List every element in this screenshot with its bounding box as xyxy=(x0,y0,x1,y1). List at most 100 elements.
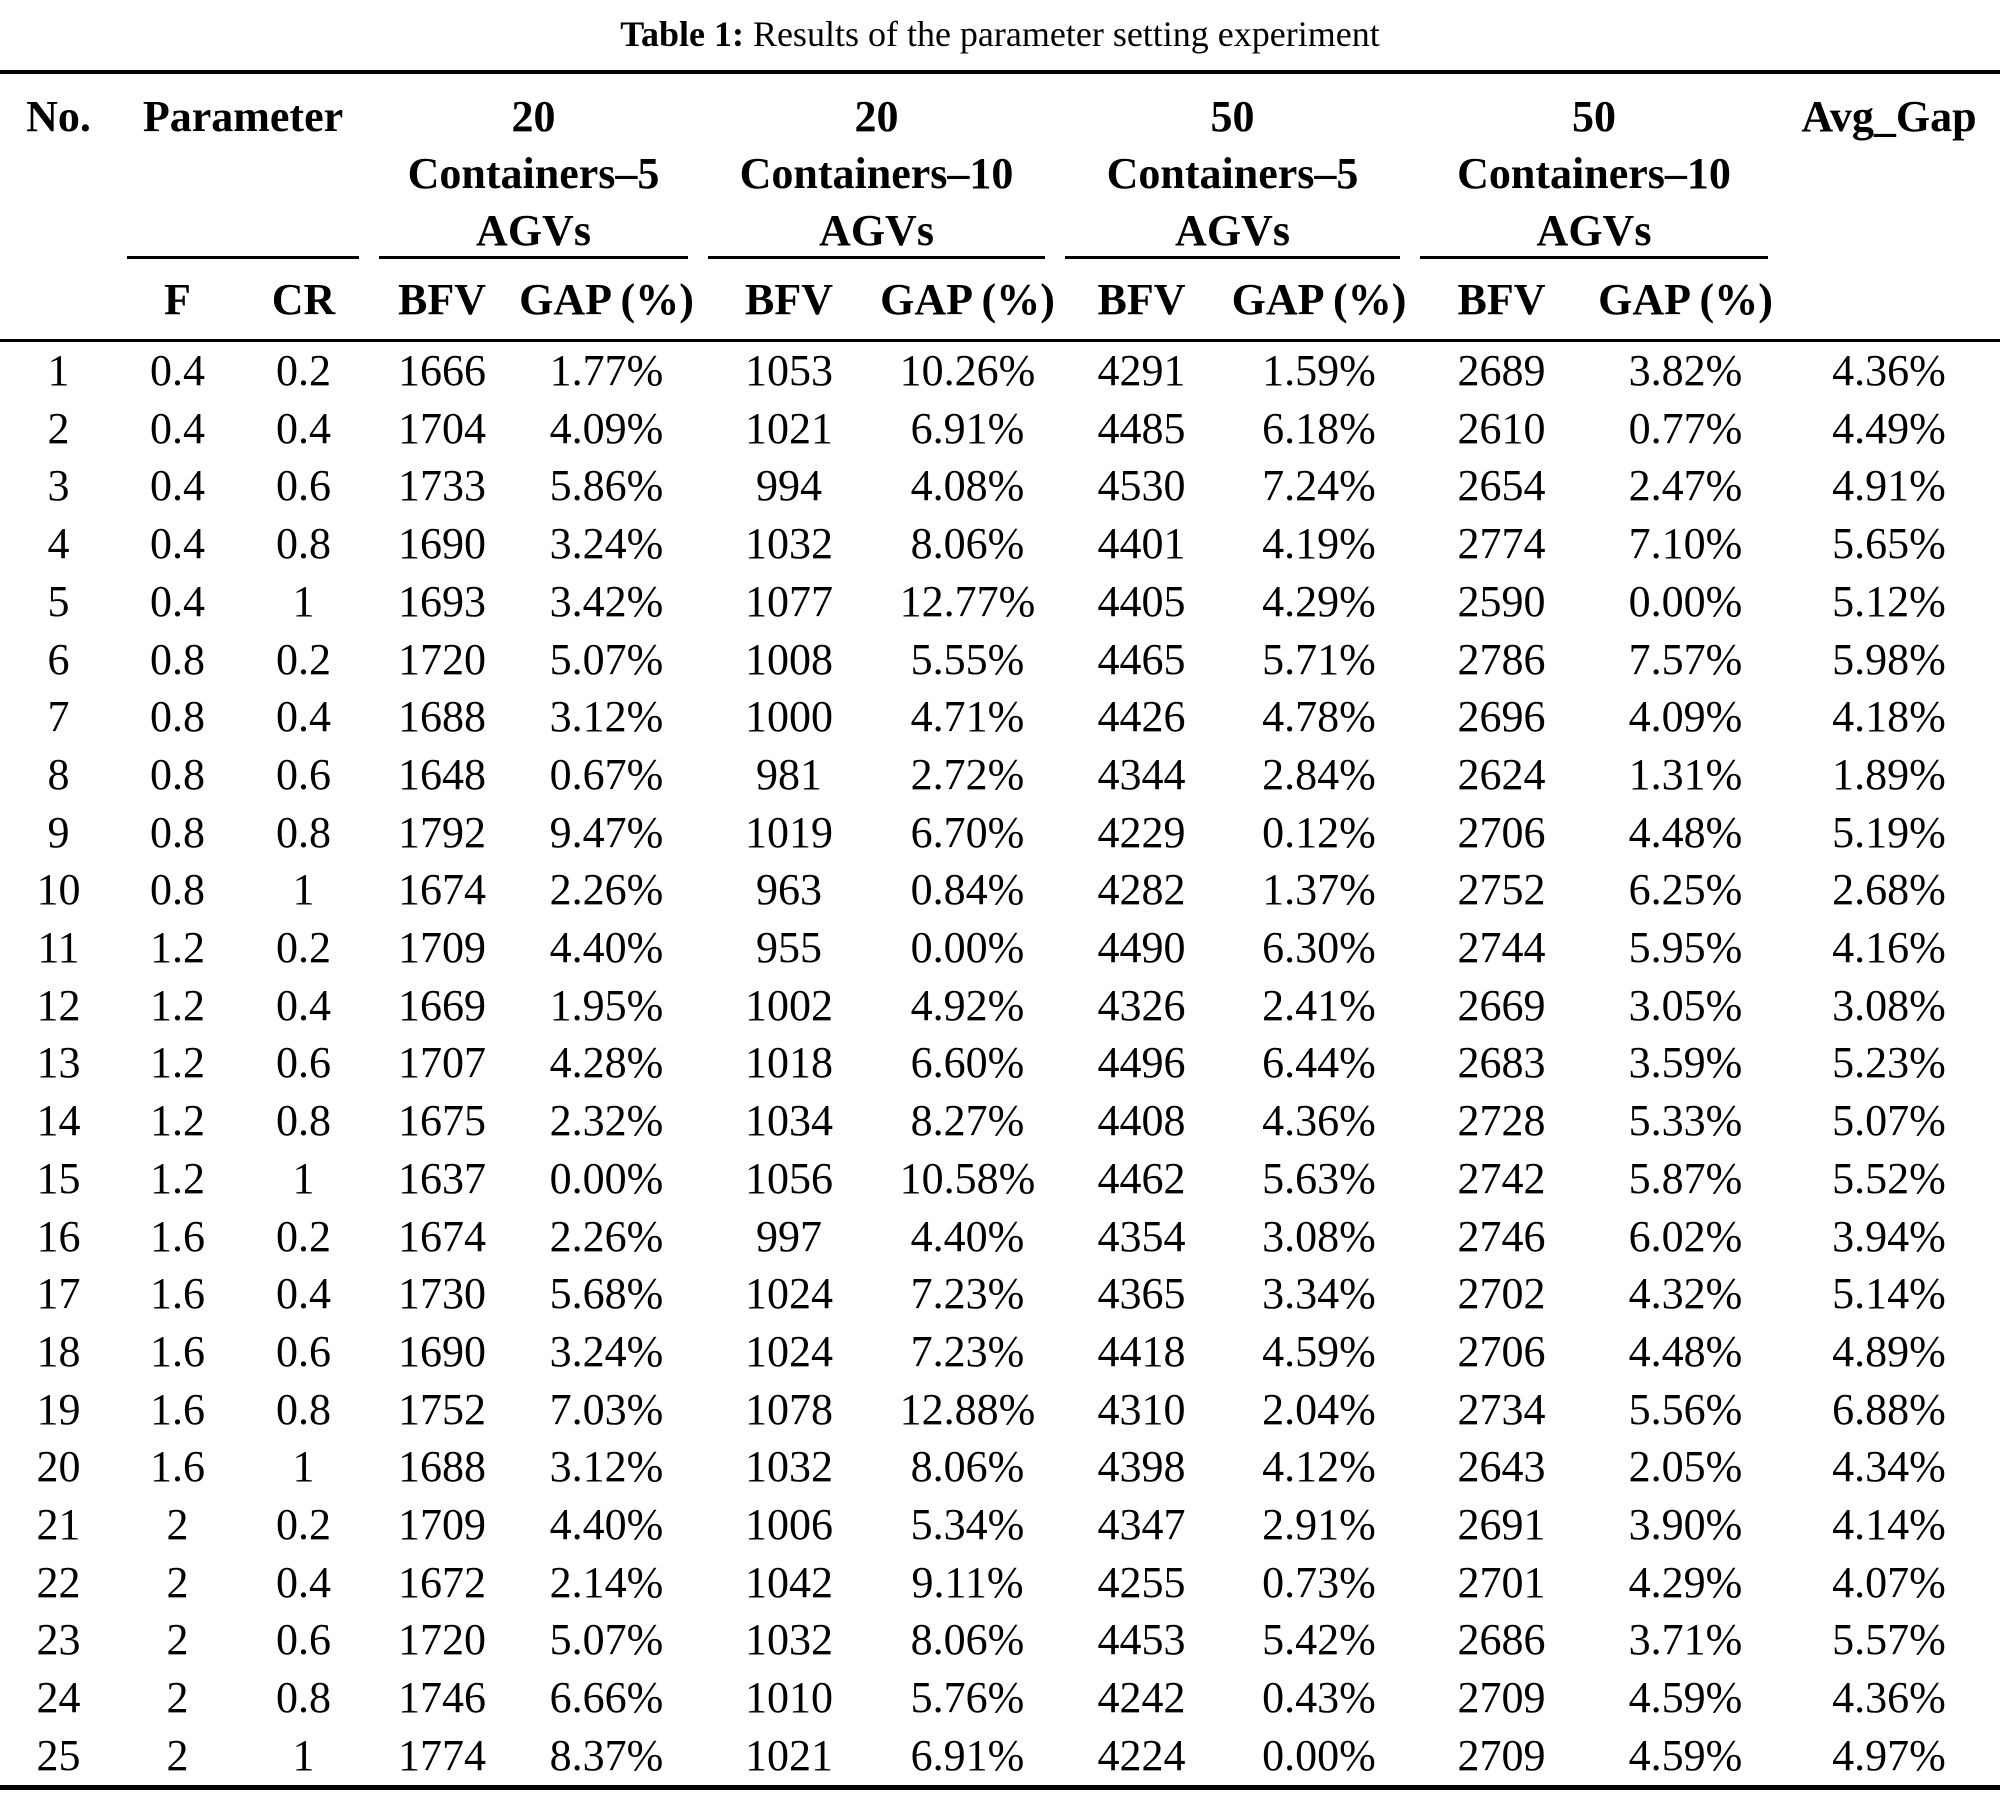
table-cell: 1.89% xyxy=(1832,749,1946,799)
table-cell: 3.34% xyxy=(1262,1269,1376,1319)
table-cell: 18 xyxy=(36,1326,81,1376)
table-cell: 6.70% xyxy=(910,807,1025,857)
table-cell: 6.88% xyxy=(1832,1384,1946,1434)
table-cell: 5.34% xyxy=(910,1500,1025,1550)
table-cell: 1.2 xyxy=(150,980,205,1030)
table-cell: 0.8 xyxy=(276,807,331,857)
table-cell: 2696 xyxy=(1457,692,1546,742)
table-row: 16 1.6 0.2 1674 2.26% 997 4.40% 4354 3.08% 2746 6.… xyxy=(0,1208,2000,1266)
table-cell: 0.6 xyxy=(276,461,331,511)
table-cell: 5.95% xyxy=(1628,923,1743,973)
table-cell: 0.43% xyxy=(1262,1673,1376,1723)
table-cell: 5.76% xyxy=(910,1673,1025,1723)
table-cell: 2.72% xyxy=(910,749,1025,799)
table-cell: 0.4 xyxy=(276,980,331,1030)
table-cell: 3.12% xyxy=(549,692,664,742)
table-cell: 6.91% xyxy=(910,403,1025,453)
table-cell: 2752 xyxy=(1457,865,1546,915)
table-cell: 4453 xyxy=(1097,1615,1186,1665)
table-cell: 5.86% xyxy=(549,461,664,511)
table-cell: 4.78% xyxy=(1262,692,1376,742)
table-cell: 4.40% xyxy=(549,923,664,973)
sub-header-bfv-1: BFV xyxy=(369,259,515,342)
table-cell: 1056 xyxy=(745,1153,833,1203)
table-cell: 1707 xyxy=(398,1038,486,1088)
table-cell: 4242 xyxy=(1097,1673,1186,1723)
table-cell: 1.37% xyxy=(1262,865,1376,915)
table-cell: 4.14% xyxy=(1832,1500,1946,1550)
table-cell: 4.97% xyxy=(1832,1730,1946,1780)
table-row: 2 0.4 0.4 1704 4.09% 1021 6.91% 4485 6.18% 2610 0.… xyxy=(0,400,2000,458)
table-row: 20 1.6 1 1688 3.12% 1032 8.06% 4398 4.12% 2643 2.0… xyxy=(0,1438,2000,1496)
table-cell: 10 xyxy=(36,865,81,915)
table-cell: 2643 xyxy=(1457,1442,1546,1492)
table-cell: 2 xyxy=(166,1730,189,1780)
table-cell: 2734 xyxy=(1457,1384,1546,1434)
header-group-row: No. Parameter 20 Containers–5 AGVs 20 Co… xyxy=(0,72,2000,342)
table-cell: 23 xyxy=(36,1615,81,1665)
table-cell: 1709 xyxy=(398,1500,486,1550)
table-cell: 0.8 xyxy=(150,692,205,742)
table-cell: 6 xyxy=(47,634,70,684)
table-cell: 4.32% xyxy=(1628,1269,1743,1319)
sub-header-bfv-4: BFV xyxy=(1410,259,1593,342)
table-cell: 1.6 xyxy=(150,1269,205,1319)
table-cell: 5.65% xyxy=(1832,519,1946,569)
table-cell: 0.8 xyxy=(276,1384,331,1434)
table-cell: 4.49% xyxy=(1832,403,1946,453)
table-row: 17 1.6 0.4 1730 5.68% 1024 7.23% 4365 3.34% 2702 4… xyxy=(0,1265,2000,1323)
table-cell: 4.48% xyxy=(1628,1326,1743,1376)
table-cell: 4465 xyxy=(1097,634,1186,684)
table-cell: 6.60% xyxy=(910,1038,1025,1088)
table-cell: 5.19% xyxy=(1832,807,1946,857)
table-cell: 0.73% xyxy=(1262,1557,1376,1607)
table-row: 23 2 0.6 1720 5.07% 1032 8.06% 4453 5.42% 2686 3.7… xyxy=(0,1611,2000,1669)
table-cell: 955 xyxy=(756,923,822,973)
table-cell: 8.27% xyxy=(910,1096,1025,1146)
table-cell: 20 xyxy=(36,1442,81,1492)
table-cell: 1000 xyxy=(745,692,833,742)
table-cell: 9.11% xyxy=(911,1557,1024,1607)
table-cell: 1 xyxy=(292,1442,315,1492)
table-cell: 0.8 xyxy=(276,1096,331,1146)
table-row: 7 0.8 0.4 1688 3.12% 1000 4.71% 4426 4.78% 2696 4.… xyxy=(0,688,2000,746)
table-cell: 13 xyxy=(36,1038,81,1088)
table-cell: 4291 xyxy=(1097,346,1186,395)
table-cell: 3.05% xyxy=(1628,980,1743,1030)
table-cell: 1021 xyxy=(745,403,833,453)
table-cell: 1.2 xyxy=(150,1038,205,1088)
sub-header-bfv-2: BFV xyxy=(698,259,880,342)
table-cell: 4.12% xyxy=(1262,1442,1376,1492)
table-cell: 2.26% xyxy=(549,865,664,915)
table-cell: 2 xyxy=(166,1673,189,1723)
table-cell: 4365 xyxy=(1097,1269,1186,1319)
table-cell: 4462 xyxy=(1097,1153,1186,1203)
header-sub-row: F CR BFV GAP (%) BFV GAP (%) BFV GAP (%)… xyxy=(0,259,2000,342)
table-cell: 7.23% xyxy=(910,1269,1025,1319)
table-cell: 7 xyxy=(47,692,70,742)
table-cell: 4.59% xyxy=(1628,1673,1743,1723)
table-cell: 0.4 xyxy=(276,692,331,742)
table-cell: 2.05% xyxy=(1628,1442,1743,1492)
table-cell: 0.6 xyxy=(276,1326,331,1376)
table-cell: 997 xyxy=(756,1211,822,1261)
table-cell: 0.4 xyxy=(150,403,205,453)
table-cell: 5.07% xyxy=(549,634,664,684)
table-cell: 4418 xyxy=(1097,1326,1186,1376)
table-cell: 4354 xyxy=(1097,1211,1186,1261)
table-cell: 0.00% xyxy=(910,923,1025,973)
table-cell: 3.08% xyxy=(1832,980,1946,1030)
table-row: 9 0.8 0.8 1792 9.47% 1019 6.70% 4229 0.12% 2706 4.… xyxy=(0,804,2000,862)
table-cell: 2706 xyxy=(1457,807,1546,857)
table-cell: 4408 xyxy=(1097,1096,1186,1146)
table-cell: 4347 xyxy=(1097,1500,1186,1550)
table-cell: 1674 xyxy=(398,1211,486,1261)
table-cell: 5.68% xyxy=(549,1269,664,1319)
table-cell: 0.4 xyxy=(150,576,205,626)
table-cell: 0.2 xyxy=(276,634,331,684)
table-cell: 17 xyxy=(36,1269,81,1319)
table-caption: Table 1: Results of the parameter settin… xyxy=(0,0,2000,70)
table-cell: 981 xyxy=(756,749,822,799)
table-cell: 4.40% xyxy=(910,1211,1025,1261)
table-cell: 1021 xyxy=(745,1730,833,1780)
